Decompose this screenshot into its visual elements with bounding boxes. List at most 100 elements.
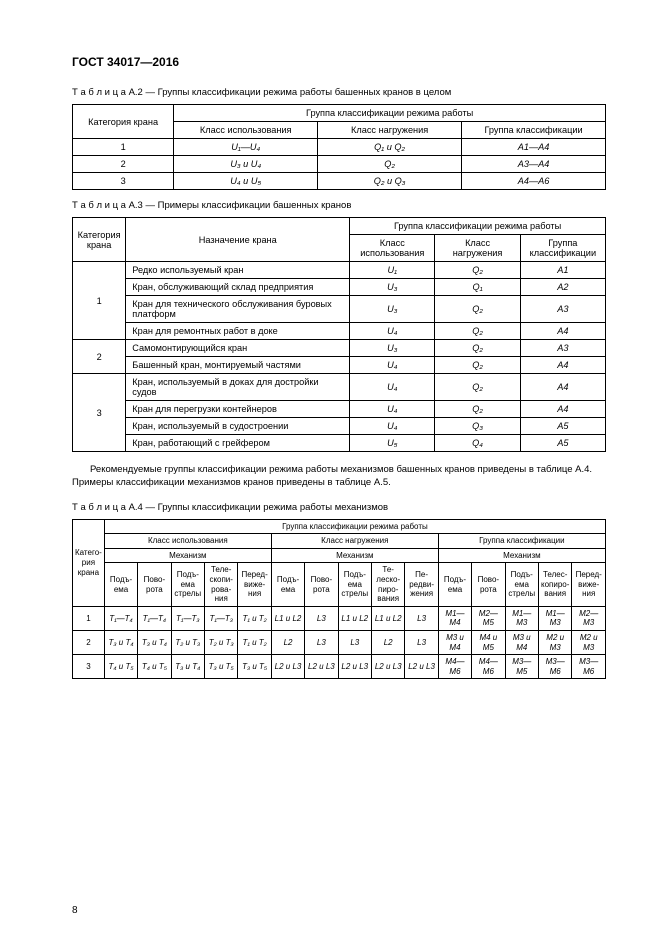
cell-u: T₃ и T₅ (205, 655, 238, 679)
cell-cls: A4 (520, 401, 605, 418)
cell-load: Q₃ (435, 418, 520, 435)
cell-cat: 3 (73, 374, 126, 452)
cell-use: U₃ и U₄ (174, 156, 318, 173)
cell-use: U₄ (350, 323, 435, 340)
cell-cls: A1—A4 (462, 139, 606, 156)
cell-use: U₄ (350, 418, 435, 435)
cell-use: U₄ (350, 401, 435, 418)
cell-l: L3 (405, 606, 438, 630)
cell-load: Q₂ и Q₃ (318, 173, 462, 190)
th-mech-col: Подъ­ема стрелы (338, 563, 371, 606)
cell-purpose: Кран для ремонтных работ в доке (126, 323, 350, 340)
cell-load: Q₄ (435, 435, 520, 452)
table-row: 1Редко используемый кранU₁Q₂A1 (73, 262, 606, 279)
table-row: Кран для перегрузки контейнеровU₄Q₂A4 (73, 401, 606, 418)
th-group: Группа классификации режима работы (104, 519, 605, 534)
th-mech-col: Теле­скопи­рова­ния (205, 563, 238, 606)
cell-m: M3 и M4 (438, 630, 471, 654)
cell-l: L2 (372, 630, 405, 654)
cell-l: L3 (305, 630, 338, 654)
cell-l: L2 (271, 630, 304, 654)
cell-cat: 1 (73, 606, 105, 630)
cell-cls: A2 (520, 279, 605, 296)
th-mech: Механизм (438, 548, 605, 563)
cell-use: U₄ (350, 374, 435, 401)
table-row: 2T₃ и T₄T₃ и T₄T₂ и T₃T₂ и T₃T₁ и T₂L2L3… (73, 630, 606, 654)
cell-load: Q₂ (435, 357, 520, 374)
th-mech: Механизм (104, 548, 271, 563)
cell-u: T₄ и T₅ (104, 655, 137, 679)
cell-u: T₃ и T₅ (238, 655, 271, 679)
cell-cat: 1 (73, 139, 174, 156)
cell-u: T₁—T₄ (138, 606, 171, 630)
cell-m: M2 и M3 (538, 630, 571, 654)
th-mech-col: Подъ­ема (438, 563, 471, 606)
table-row: 2Самомонтирующийся кранU₃Q₂A3 (73, 340, 606, 357)
cell-use: U₃ (350, 279, 435, 296)
cell-u: T₂ и T₃ (171, 630, 204, 654)
caption-a4: Т а б л и ц а А.4 — Группы классификации… (72, 502, 606, 513)
cell-l: L3 (405, 630, 438, 654)
cell-l: L1 и L2 (372, 606, 405, 630)
cell-cls: A3 (520, 340, 605, 357)
cell-l: L3 (338, 630, 371, 654)
th-use: Класс использования (350, 235, 435, 262)
table-row: Кран, обслуживающий склад предприятияU₃Q… (73, 279, 606, 296)
table-row: Кран для технического обслуживания буро­… (73, 296, 606, 323)
cell-l: L3 (305, 606, 338, 630)
cell-m: M1—M3 (505, 606, 538, 630)
th-mech-col: Подъ­ема (104, 563, 137, 606)
table-row: Кран, работающий с грейферомU₅Q₄A5 (73, 435, 606, 452)
cell-cat: 2 (73, 340, 126, 374)
cell-purpose: Кран, работающий с грейфером (126, 435, 350, 452)
cell-use: U₄ и U₅ (174, 173, 318, 190)
table-row: Кран для ремонтных работ в докеU₄Q₂A4 (73, 323, 606, 340)
cell-purpose: Башенный кран, монтируемый частями (126, 357, 350, 374)
table-a3: Категория крана Назначение крана Группа … (72, 217, 606, 452)
table-row: 1T₁—T₄T₁—T₄T₁—T₃T₁—T₃T₁ и T₂L1 и L2L3L1 … (73, 606, 606, 630)
standard-heading: ГОСТ 34017—2016 (72, 55, 606, 69)
th-use: Класс использования (104, 534, 271, 549)
cell-m: M4 и M5 (472, 630, 505, 654)
th-mech-col: Подъ­ема стрелы (505, 563, 538, 606)
cell-use: U₁—U₄ (174, 139, 318, 156)
cell-l: L2 и L3 (338, 655, 371, 679)
th-cls: Группа классификации (438, 534, 605, 549)
cell-cls: A4 (520, 374, 605, 401)
cell-cls: A4 (520, 357, 605, 374)
cell-m: M3—M5 (505, 655, 538, 679)
cell-load: Q₂ (318, 156, 462, 173)
cell-cls: A5 (520, 435, 605, 452)
cell-m: M4—M6 (438, 655, 471, 679)
cell-m: M4—M6 (472, 655, 505, 679)
table-row: Башенный кран, монтируемый частямиU₄Q₂A4 (73, 357, 606, 374)
caption-a2: Т а б л и ц а А.2 — Группы классификации… (72, 87, 606, 98)
table-a2: Категория крана Группа классификации реж… (72, 104, 606, 190)
th-mech-col: Подъ­ема стрелы (171, 563, 204, 606)
th-cat: Категория крана (73, 105, 174, 139)
cell-load: Q₂ (435, 262, 520, 279)
cell-l: L2 и L3 (271, 655, 304, 679)
cell-m: M1—M4 (438, 606, 471, 630)
table-row: 2U₃ и U₄Q₂A3—A4 (73, 156, 606, 173)
cell-use: U₃ (350, 296, 435, 323)
cell-m: M2—M3 (572, 606, 606, 630)
th-mech: Механизм (271, 548, 438, 563)
page-number: 8 (72, 905, 78, 916)
cell-use: U₁ (350, 262, 435, 279)
mid-paragraph: Рекомендуемые группы классификации режим… (72, 464, 606, 490)
cell-purpose: Кран для перегрузки контейнеров (126, 401, 350, 418)
cell-u: T₃ и T₄ (138, 630, 171, 654)
th-mech-col: Пово­рота (305, 563, 338, 606)
cell-cls: A5 (520, 418, 605, 435)
cell-load: Q₂ (435, 340, 520, 357)
table-a4: Катего­рия крана Группа классификации ре… (72, 519, 606, 680)
cell-u: T₁—T₄ (104, 606, 137, 630)
table-row: 1U₁—U₄Q₁ и Q₂A1—A4 (73, 139, 606, 156)
cell-l: L2 и L3 (405, 655, 438, 679)
th-use: Класс использования (174, 122, 318, 139)
th-mech-col: Телес­копиро­вания (538, 563, 571, 606)
cell-m: M3 и M4 (505, 630, 538, 654)
th-mech-col: Пово­рота (472, 563, 505, 606)
cell-load: Q₂ (435, 296, 520, 323)
